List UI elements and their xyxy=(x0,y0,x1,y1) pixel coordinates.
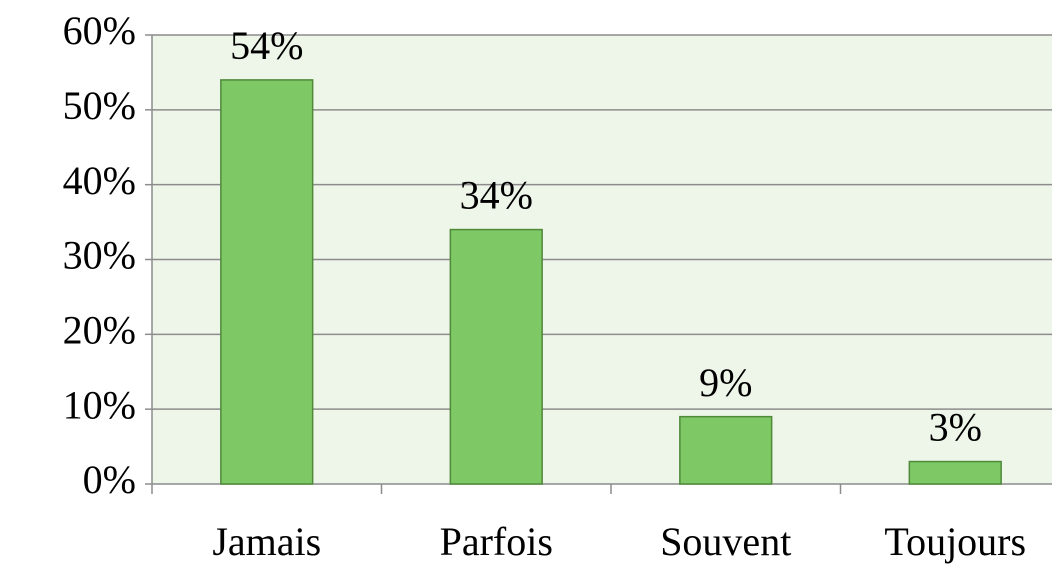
bar xyxy=(908,460,1002,485)
y-tick-label: 20% xyxy=(63,308,136,353)
y-tick-label: 60% xyxy=(63,8,136,53)
y-tick-label: 30% xyxy=(63,233,136,278)
value-label: 9% xyxy=(699,360,752,405)
bar xyxy=(220,79,314,485)
y-tick-label: 40% xyxy=(63,158,136,203)
value-label: 54% xyxy=(230,23,303,68)
x-tick-label: Toujours xyxy=(884,519,1026,564)
y-tick-label: 0% xyxy=(83,457,136,502)
bar xyxy=(679,415,773,485)
bar xyxy=(449,228,543,485)
value-label: 34% xyxy=(460,173,533,218)
x-tick-label: Souvent xyxy=(660,519,791,564)
y-tick-label: 50% xyxy=(63,83,136,128)
value-label: 3% xyxy=(929,405,982,450)
x-tick-label: Parfois xyxy=(440,519,553,564)
x-tick-label: Jamais xyxy=(212,519,321,564)
y-tick-label: 10% xyxy=(63,382,136,427)
